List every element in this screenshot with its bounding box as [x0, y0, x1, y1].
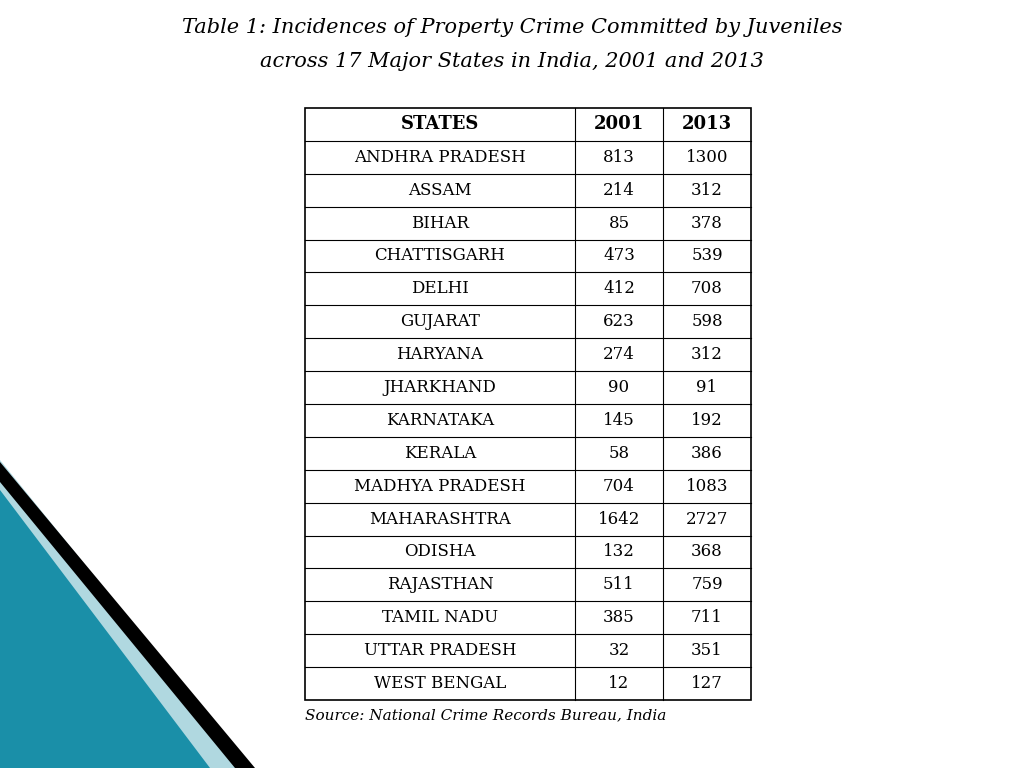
Text: Source: National Crime Records Bureau, India: Source: National Crime Records Bureau, I…: [305, 708, 667, 722]
Text: 2013: 2013: [682, 115, 732, 134]
Text: RAJASTHAN: RAJASTHAN: [387, 577, 494, 594]
Text: STATES: STATES: [400, 115, 479, 134]
Polygon shape: [0, 460, 250, 768]
Text: 127: 127: [691, 675, 723, 692]
Text: 511: 511: [603, 577, 635, 594]
Text: 2727: 2727: [686, 511, 728, 528]
Text: 274: 274: [603, 346, 635, 363]
Text: 378: 378: [691, 214, 723, 232]
Text: 539: 539: [691, 247, 723, 264]
Text: KARNATAKA: KARNATAKA: [386, 412, 494, 429]
Text: JHARKHAND: JHARKHAND: [384, 379, 497, 396]
Text: 473: 473: [603, 247, 635, 264]
Text: UTTAR PRADESH: UTTAR PRADESH: [364, 642, 516, 659]
Text: KERALA: KERALA: [403, 445, 476, 462]
Text: ASSAM: ASSAM: [409, 182, 472, 199]
Text: 385: 385: [603, 609, 635, 626]
Polygon shape: [0, 462, 255, 768]
Text: 32: 32: [608, 642, 630, 659]
Text: 85: 85: [608, 214, 630, 232]
Text: 708: 708: [691, 280, 723, 297]
Text: HARYANA: HARYANA: [396, 346, 483, 363]
Text: MADHYA PRADESH: MADHYA PRADESH: [354, 478, 525, 495]
Text: 412: 412: [603, 280, 635, 297]
Text: TAMIL NADU: TAMIL NADU: [382, 609, 498, 626]
Text: across 17 Major States in India, 2001 and 2013: across 17 Major States in India, 2001 an…: [260, 52, 764, 71]
Bar: [305, 108, 751, 700]
Text: 368: 368: [691, 544, 723, 561]
Text: 312: 312: [691, 182, 723, 199]
Text: 704: 704: [603, 478, 635, 495]
Polygon shape: [0, 490, 210, 768]
Text: 759: 759: [691, 577, 723, 594]
Text: 90: 90: [608, 379, 630, 396]
Text: 1642: 1642: [598, 511, 640, 528]
Text: 813: 813: [603, 149, 635, 166]
Text: 91: 91: [696, 379, 718, 396]
Text: 2001: 2001: [594, 115, 644, 134]
Text: 351: 351: [691, 642, 723, 659]
Text: 386: 386: [691, 445, 723, 462]
Text: CHATTISGARH: CHATTISGARH: [375, 247, 506, 264]
Text: 192: 192: [691, 412, 723, 429]
Text: 1083: 1083: [686, 478, 728, 495]
Text: Table 1: Incidences of Property Crime Committed by Juveniles: Table 1: Incidences of Property Crime Co…: [181, 18, 843, 37]
Text: 598: 598: [691, 313, 723, 330]
Text: 145: 145: [603, 412, 635, 429]
Text: BIHAR: BIHAR: [411, 214, 469, 232]
Text: 12: 12: [608, 675, 630, 692]
Text: 214: 214: [603, 182, 635, 199]
Text: WEST BENGAL: WEST BENGAL: [374, 675, 506, 692]
Text: 623: 623: [603, 313, 635, 330]
Text: ODISHA: ODISHA: [404, 544, 476, 561]
Text: 58: 58: [608, 445, 630, 462]
Text: 312: 312: [691, 346, 723, 363]
Text: 1300: 1300: [686, 149, 728, 166]
Text: DELHI: DELHI: [411, 280, 469, 297]
Text: MAHARASHTRA: MAHARASHTRA: [369, 511, 511, 528]
Text: GUJARAT: GUJARAT: [400, 313, 480, 330]
Text: 132: 132: [603, 544, 635, 561]
Text: ANDHRA PRADESH: ANDHRA PRADESH: [354, 149, 526, 166]
Text: 711: 711: [691, 609, 723, 626]
